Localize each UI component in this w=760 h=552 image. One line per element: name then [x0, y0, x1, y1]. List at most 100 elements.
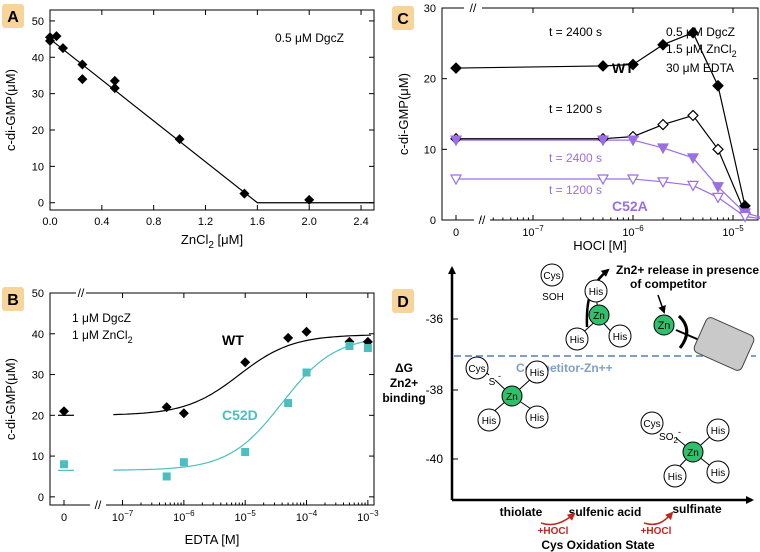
- so2-subscript: 2: [674, 436, 679, 445]
- data-point: [596, 135, 610, 147]
- panel-c-wt-1200-label: t = 1200 s: [549, 102, 602, 116]
- data-point: [60, 460, 68, 469]
- panel-c-c52a-label: C52A: [612, 198, 648, 214]
- data-point: [687, 26, 699, 39]
- data-point: [178, 408, 189, 419]
- data-point: [77, 74, 88, 85]
- data-point: [284, 399, 293, 408]
- xtick-label: 10−7: [522, 224, 544, 239]
- ytick-label: 10: [424, 144, 436, 156]
- panel-c-frame: [441, 7, 759, 221]
- ytick-label: 50: [32, 288, 44, 300]
- hocl-arrow-2: [643, 511, 674, 526]
- panel-a-badge: [2, 4, 24, 28]
- data-point: [174, 134, 185, 145]
- ytick-label: 0: [38, 492, 44, 504]
- so2-charge: -: [678, 427, 681, 437]
- panel-c-c52a-2400-label: t = 2400 s: [549, 151, 602, 165]
- cys-residue: [540, 263, 564, 287]
- data-point: [45, 32, 55, 43]
- panel-b-c52d-label: C52D: [222, 407, 258, 423]
- his-label: His: [530, 368, 544, 379]
- his-residue: [477, 408, 501, 432]
- his-label: His: [613, 332, 627, 343]
- panel-a-xlabel: ZnCl2 [μM]: [181, 232, 243, 251]
- panel-b-frame: [49, 292, 375, 506]
- panel-b-letter: B: [7, 292, 19, 309]
- his-residue: [608, 324, 632, 348]
- competitor-complex: Zn: [653, 314, 755, 371]
- his-label: His: [589, 287, 603, 298]
- zn-label: Zn: [687, 448, 699, 459]
- his-label: His: [530, 413, 544, 424]
- zn-label: Zn: [658, 320, 671, 332]
- panel-b: B // // 1 μM DgcZ 1 μM ZnCl2 WT C52D EDT…: [2, 286, 379, 547]
- data-point: [241, 448, 250, 456]
- his-residue: [584, 279, 608, 303]
- ytick-label: 40: [32, 329, 44, 341]
- ytick-label: 30: [424, 3, 436, 15]
- panel-b-wt-label: WT: [222, 332, 244, 348]
- panel-c-wt-2400-label: t = 2400 s: [549, 25, 602, 39]
- panel-c-break-bottom: //: [479, 213, 486, 227]
- data-point: [179, 458, 188, 467]
- panel-b-badge: [2, 287, 24, 311]
- hocl-arrow-1: [540, 512, 576, 526]
- panel-b-ylabel: c-di-GMP(μM): [3, 358, 18, 440]
- data-point: [596, 174, 610, 186]
- ytick-label: 30: [32, 89, 44, 101]
- data-point: [239, 188, 250, 199]
- panel-c: C // // 0.5 μM DgcZ 1.5 μM ZnCl2 30 μM E…: [392, 1, 760, 253]
- xtick-label: 10−6: [173, 509, 195, 524]
- panel-c-badge: [392, 6, 414, 30]
- his-residue: [663, 464, 687, 488]
- ytick-label: -36: [426, 312, 444, 326]
- data-point: [240, 357, 251, 368]
- cys-residue: [640, 411, 664, 435]
- data-point: [686, 180, 700, 192]
- data-point: [301, 326, 312, 337]
- his-residue: [525, 360, 549, 384]
- panel-c-break-top: //: [470, 1, 477, 15]
- data-point: [304, 194, 315, 205]
- his-residue: [706, 460, 730, 484]
- ytick-label: 20: [32, 410, 44, 422]
- his-residue: [706, 418, 730, 442]
- data-point: [51, 31, 62, 42]
- zn-competitor: [653, 314, 675, 336]
- xtick-label: 2.4: [353, 216, 368, 228]
- data-point: [283, 332, 294, 343]
- xtick-label: 2.0: [302, 216, 317, 228]
- data-point: [449, 135, 463, 147]
- cys-residue: [465, 356, 489, 380]
- so2-label: SO2-: [659, 427, 681, 445]
- ytick-label: 10: [32, 161, 44, 173]
- his-label: His: [711, 426, 725, 437]
- panel-d-ylabel-3: binding: [382, 391, 425, 405]
- data-point: [59, 406, 69, 417]
- data-point: [712, 143, 724, 156]
- panel-d-ylabel-1: ΔG: [395, 361, 413, 375]
- release-label-1: Zn2+ release in presence: [616, 263, 759, 277]
- s-charge: -: [498, 371, 501, 381]
- cys-label: Cys: [543, 271, 560, 282]
- cys-label: Cys: [468, 364, 485, 375]
- ytick-label: 20: [32, 125, 44, 137]
- panel-a-letter: A: [7, 9, 19, 26]
- fit-line: [113, 334, 371, 416]
- cys-label: Cys: [643, 419, 660, 430]
- data-point: [656, 143, 670, 155]
- fit-line: [113, 339, 372, 471]
- s-label: S: [489, 377, 496, 388]
- hocl-label-2: +HOCl: [641, 526, 672, 537]
- data-point: [109, 83, 120, 94]
- hocl-label-1: +HOCl: [538, 526, 569, 537]
- xtick-label: 0.4: [94, 216, 109, 228]
- competitor-arrow: [657, 294, 666, 314]
- ytick-label: 0: [430, 215, 436, 227]
- so2-text: SO: [659, 432, 674, 443]
- panel-d-ylabel-2: Zn2+: [390, 376, 418, 390]
- panel-d-letter: D: [397, 294, 409, 311]
- xtick-label: 0: [453, 227, 459, 239]
- panel-d-yticks: -36 -38 -40: [426, 312, 458, 466]
